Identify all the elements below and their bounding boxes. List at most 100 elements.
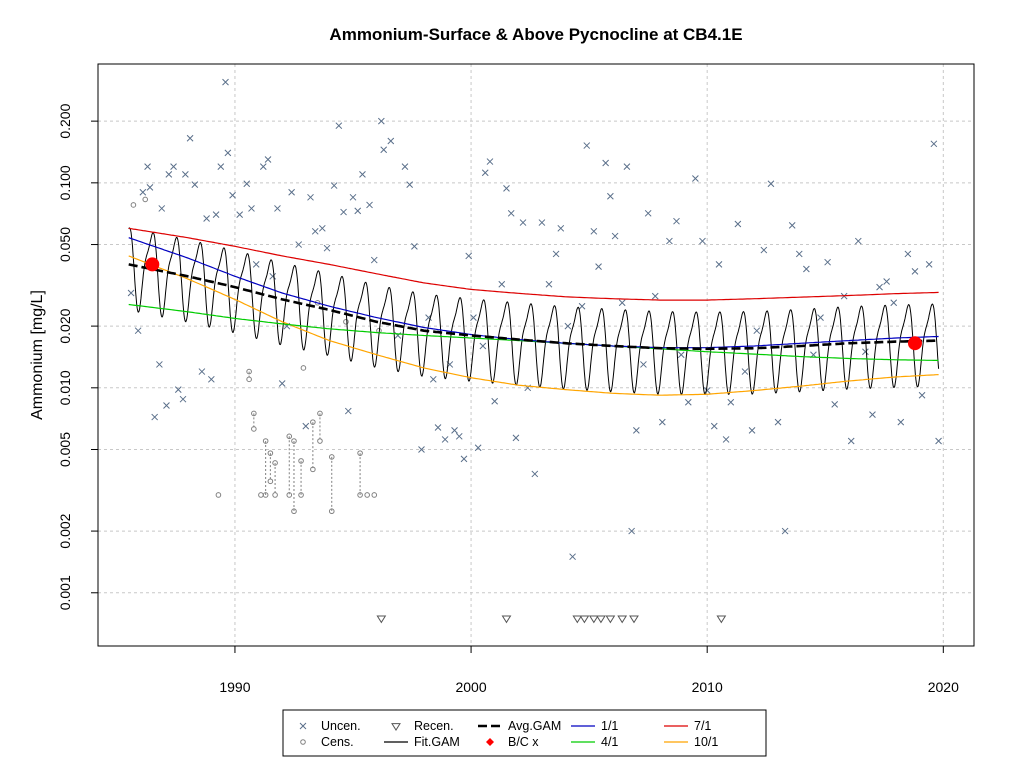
uncensored-point [429,375,437,383]
y-tick-label: 0.020 [57,308,73,343]
uncensored-point [512,434,520,442]
y-tick-label: 0.050 [57,227,73,262]
uncensored-point [925,261,933,268]
uncensored-point [406,181,414,188]
recensored-point [605,615,616,624]
y-tick-label: 0.001 [57,575,73,610]
uncensored-point [222,78,229,86]
uncensored-point [174,386,182,393]
uncensored-point [552,250,560,258]
uncensored-point [607,192,614,200]
y-tick-label: 0.100 [57,165,73,200]
censored-point [291,438,297,444]
uncensored-point [831,401,839,408]
uncensored-point [434,424,442,431]
uncensored-point [651,292,659,300]
uncensored-point [323,244,331,252]
legend-fitgam-label: Fit.GAM [414,735,460,749]
uncensored-point [632,427,640,434]
uncensored-point [876,283,883,291]
uncensored-point [753,327,761,335]
uncensored-point [602,159,610,167]
series-1-1-line [128,237,939,349]
avg-gam-line [128,263,939,351]
uncensored-point [824,258,831,266]
legend-cens-symbol [300,739,306,745]
uncensored-point [666,237,673,245]
censored-point [317,410,323,417]
uncensored-point [330,182,338,189]
uncensored-point [243,180,251,188]
uncensored-point [340,208,347,216]
censored-point [142,196,149,203]
series-10-1-line [128,255,939,396]
censored-point [298,458,304,464]
uncensored-point [854,237,862,245]
uncensored-point [307,193,314,201]
censored-point [272,460,278,466]
uncensored-point [507,209,515,217]
uncensored-point [217,163,225,170]
censored-point [310,419,316,425]
recensored-point [716,615,727,624]
uncensored-point [248,205,255,212]
censored-point [246,368,252,375]
uncensored-point [191,181,199,188]
uncensored-point [503,184,510,192]
x-axis: 1990 2000 2010 2020 [219,646,959,695]
legend-m7-label: 7/1 [694,719,711,733]
uncensored-point [344,407,352,415]
legend-m4-label: 4/1 [601,735,618,749]
censored-point [310,466,316,473]
uncensored-point [677,351,685,359]
uncensored-point [795,250,803,258]
uncensored-point [203,215,210,222]
censored-point [364,492,370,498]
censored-point [371,492,378,498]
bc-point [145,257,160,272]
series-4-1-line [128,303,939,361]
uncensored-point [278,380,286,387]
censored-point [258,492,264,498]
censored-point [317,438,323,444]
uncensored-point [165,171,173,178]
uncensored-point [274,205,281,212]
legend-box [282,709,767,757]
uncensored-point [583,142,591,149]
legend-bc-symbol [486,738,494,746]
uncensored-point [359,171,366,178]
legend-uncen-symbol [299,722,307,730]
uncensored-point [481,169,489,177]
censored-point [300,365,307,371]
recensored-point [501,615,512,624]
uncensored-point [465,252,473,260]
uncensored-point [767,180,775,188]
censored-point [357,492,363,498]
uncensored-point [156,361,163,368]
uncensored-point [498,280,506,288]
uncensored-point [295,241,303,248]
y-tick-label: 0.002 [57,513,73,548]
uncensored-point [781,527,789,535]
uncensored-point [366,201,373,209]
censored-point [246,376,252,383]
uncensored-point [236,211,244,218]
x-tick-label: 2000 [455,679,486,695]
uncensored-point [302,422,310,430]
uncensored-point [170,163,177,170]
uncensored-point [146,184,154,191]
uncensored-point [470,314,477,321]
recensored-point [617,615,628,624]
uncensored-point [455,432,463,440]
uncensored-point [538,219,546,226]
uncensored-point [618,299,626,307]
uncensored-point [715,261,723,268]
plot-area [127,78,942,624]
uncensored-point [186,134,194,142]
uncensored-point [788,222,796,229]
legend: Uncen. Cens. Recen. Fit.GAM Avg.GAM B/C x 1/1 4… [282,709,767,757]
uncensored-point [207,375,215,383]
legend-uncen-label: Uncen. [321,719,361,733]
uncensored-point [486,158,494,165]
